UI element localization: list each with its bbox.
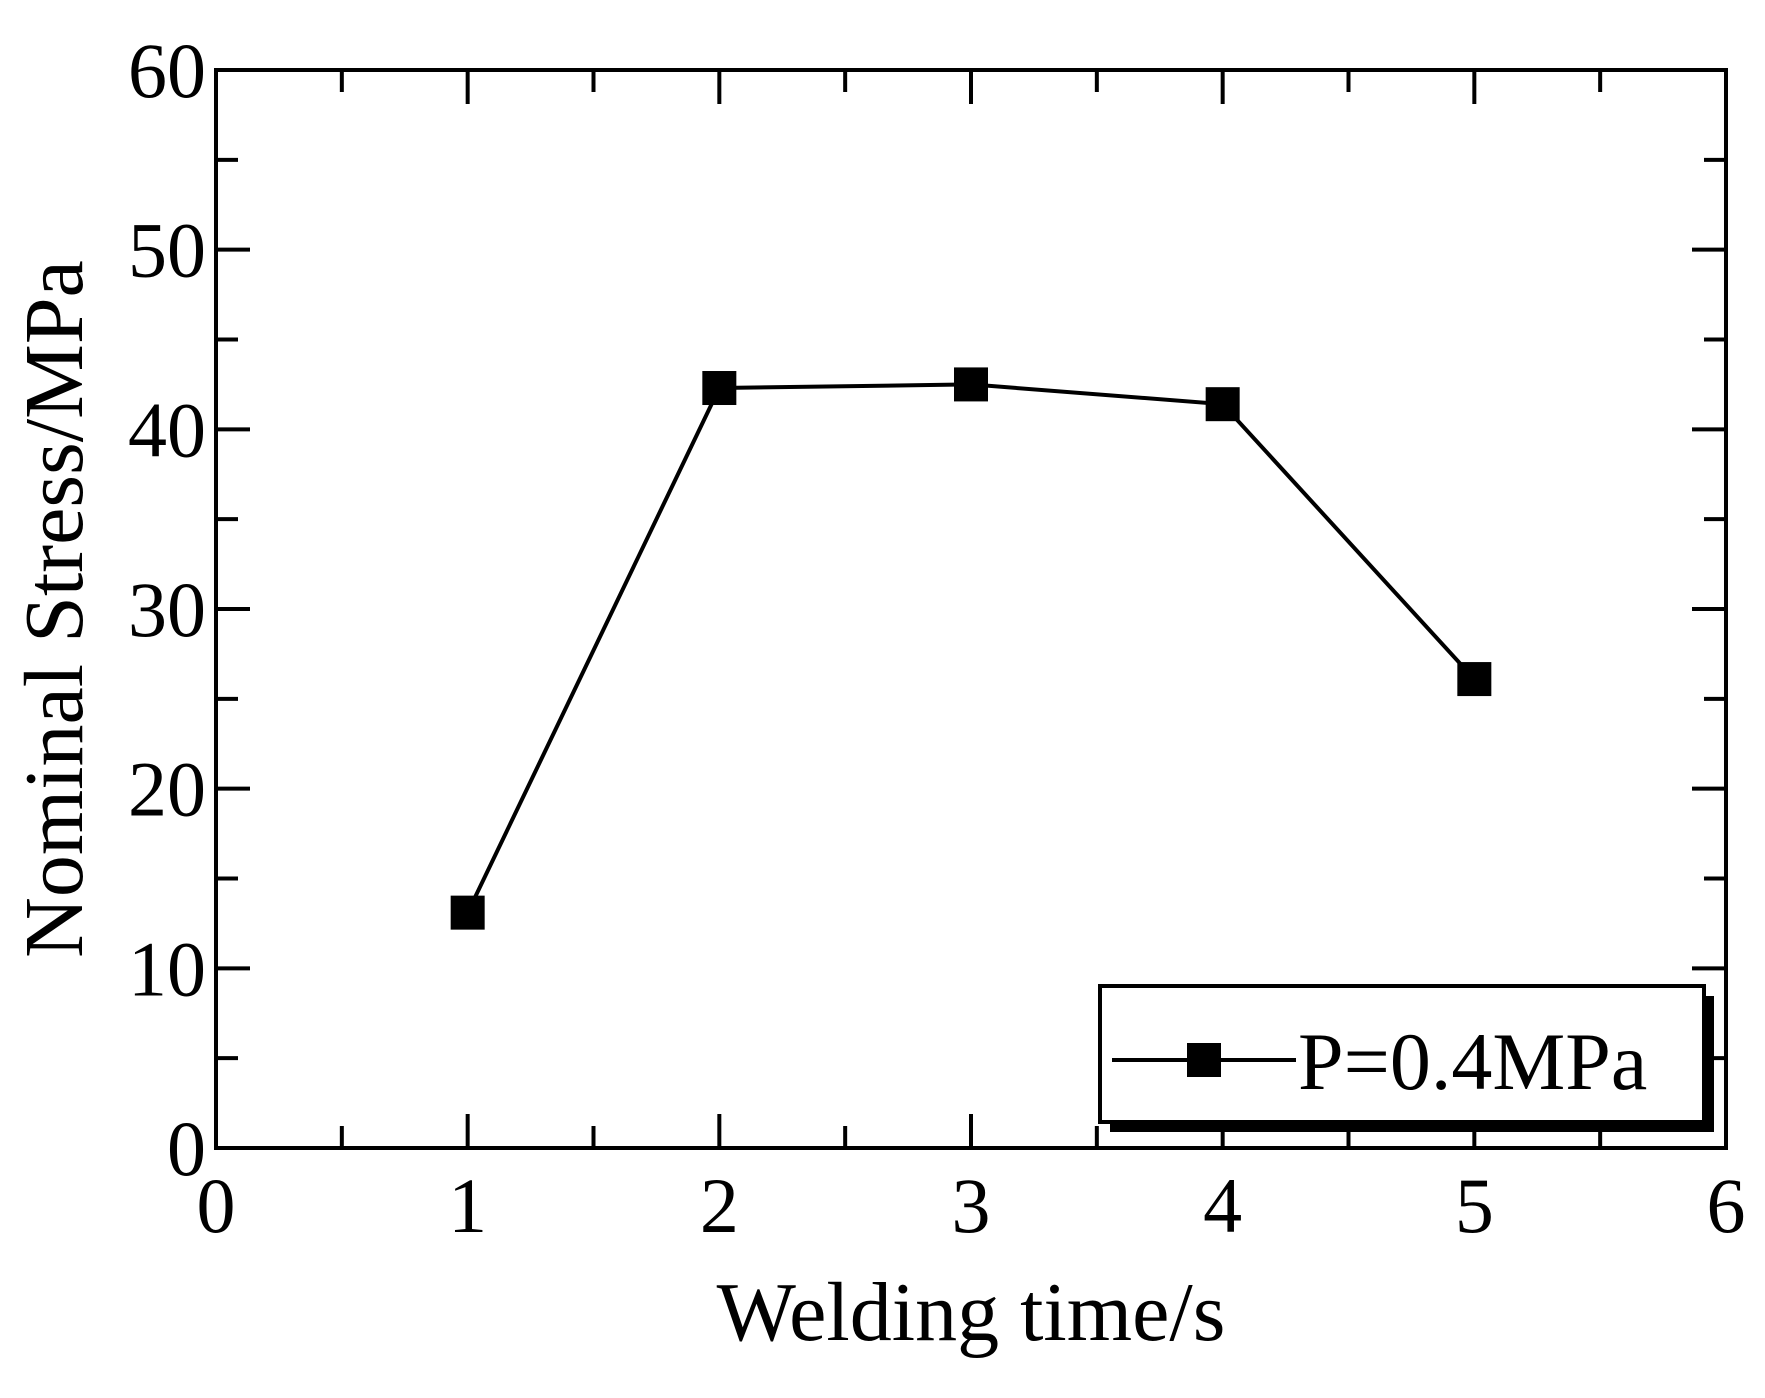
data-point-marker [1457, 662, 1492, 697]
plot-frame [214, 68, 1728, 1150]
x-tick-label: 2 [700, 1162, 739, 1249]
x-tick-label: 6 [1707, 1162, 1746, 1249]
x-tick-labels: 0 1 2 3 4 5 6 [197, 1162, 1746, 1249]
legend-label: P=0.4MPa [1298, 1016, 1647, 1107]
data-point-marker [702, 371, 737, 406]
series-layer [450, 367, 1492, 930]
x-tick-label: 0 [197, 1162, 236, 1249]
legend: P=0.4MPa [1098, 984, 1714, 1132]
data-point-marker [450, 895, 485, 930]
x-tick-label: 5 [1455, 1162, 1494, 1249]
y-tick-labels: 0 10 20 30 40 50 60 [128, 27, 206, 1192]
x-tick-label: 4 [1203, 1162, 1242, 1249]
y-tick-label: 60 [128, 27, 206, 114]
y-tick-label: 20 [128, 746, 206, 833]
y-tick-label: 0 [167, 1105, 206, 1192]
data-point-marker [954, 367, 988, 402]
y-tick-label: 30 [128, 566, 206, 653]
x-axis-title: Welding time/s [717, 1266, 1226, 1359]
series-line [465, 382, 1476, 914]
y-axis-title: Nominal Stress/MPa [8, 260, 101, 958]
legend-marker-square [1187, 1043, 1221, 1077]
x-tick-label: 3 [952, 1162, 991, 1249]
x-tick-label: 1 [448, 1162, 487, 1249]
data-point-marker [1205, 387, 1240, 422]
y-tick-label: 10 [128, 925, 206, 1012]
y-tick-label: 50 [128, 207, 206, 294]
y-tick-label: 40 [128, 386, 206, 473]
